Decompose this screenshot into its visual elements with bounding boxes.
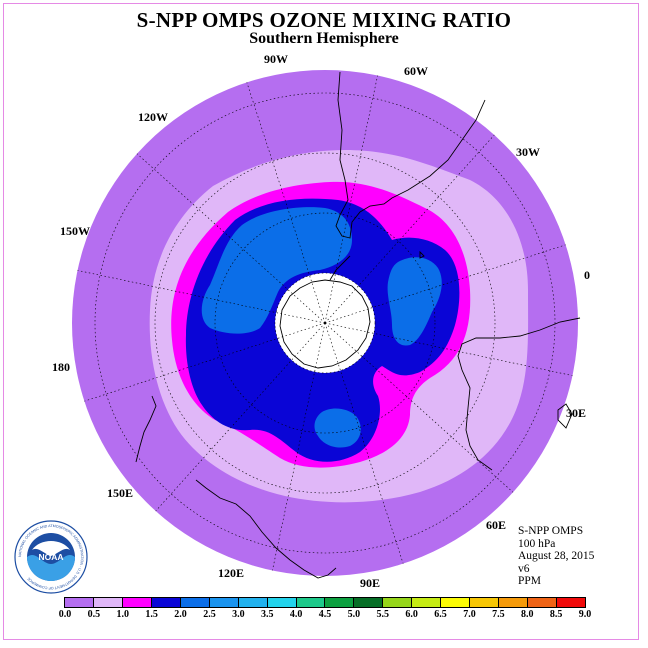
lon-label-0: 0 bbox=[584, 268, 590, 282]
info-date: August 28, 2015 bbox=[518, 550, 595, 562]
lon-label-30w: 30W bbox=[516, 145, 540, 159]
lon-label-120w: 120W bbox=[138, 110, 168, 124]
ozone-contour-2p0-west bbox=[201, 207, 352, 334]
colorbar-tick-label: 6.5 bbox=[434, 609, 447, 620]
colorbar-segment bbox=[441, 598, 471, 607]
colorbar-tick-label: 3.0 bbox=[232, 609, 245, 620]
colorbar-segment bbox=[354, 598, 384, 607]
ozone-contour-2p0-east bbox=[387, 257, 442, 346]
colorbar-segment bbox=[383, 598, 413, 607]
ozone-contour-2p0-south bbox=[314, 408, 361, 448]
colorbar-segment bbox=[122, 598, 152, 607]
colorbar-tick-label: 2.5 bbox=[203, 609, 216, 620]
info-level: 100 hPa bbox=[518, 537, 556, 550]
colorbar-tick-label: 4.5 bbox=[318, 609, 332, 620]
colorbar-tick-labels: 0.0 0.5 1.0 1.5 2.0 2.5 3.0 3.5 4.0 4.5 5.0 5.5 6.0 6… bbox=[59, 609, 592, 623]
colorbar-tick-label: 8.5 bbox=[549, 609, 563, 620]
graticule bbox=[94, 92, 556, 554]
lon-label-60e: 60E bbox=[486, 518, 507, 532]
colorbar-segment bbox=[296, 598, 326, 607]
coastlines bbox=[135, 71, 581, 579]
colorbar-segment bbox=[93, 598, 123, 607]
antarctica-coast bbox=[279, 279, 371, 369]
colorbar-segment bbox=[470, 598, 500, 607]
colorbar-segment bbox=[556, 598, 585, 607]
colorbar-tick-label: 9.0 bbox=[578, 609, 592, 620]
lon-label-90w: 90W bbox=[264, 52, 288, 66]
colorbar-tick-label: 7.0 bbox=[463, 609, 476, 620]
africa-coast bbox=[457, 317, 581, 471]
info-block: S-NPP OMPS 100 hPa August 28, 2015 v6 PP… bbox=[518, 525, 594, 588]
page-title: S-NPP OMPS OZONE MIXING RATIO bbox=[136, 8, 512, 32]
colorbar-tick-label: 5.0 bbox=[347, 609, 361, 620]
info-version: v6 bbox=[518, 562, 530, 575]
australia-coast bbox=[195, 479, 337, 579]
colorbar-segment bbox=[65, 598, 94, 607]
colorbar-tick-label: 1.0 bbox=[116, 609, 130, 620]
colorbar-tick-label: 2.0 bbox=[174, 609, 187, 620]
lon-label-180: 180 bbox=[52, 360, 70, 374]
madagascar-coast bbox=[557, 403, 573, 429]
lon-label-30e: 30E bbox=[566, 406, 587, 420]
lon-label-150e: 150E bbox=[107, 486, 134, 500]
page-subtitle: Southern Hemisphere bbox=[249, 30, 399, 47]
figure-border bbox=[3, 3, 639, 640]
lon-label-120e: 120E bbox=[218, 566, 245, 580]
colorbar-segment bbox=[325, 598, 355, 607]
colorbar-tick-label: 5.5 bbox=[376, 609, 390, 620]
colorbar-tick-label: 8.0 bbox=[520, 609, 534, 620]
colorbar-segment bbox=[412, 598, 442, 607]
colorbar-segment bbox=[209, 598, 239, 607]
info-units: PPM bbox=[518, 575, 542, 587]
noaa-logo-text: NOAA bbox=[38, 552, 63, 562]
colorbar-segment bbox=[151, 598, 181, 607]
new-zealand-coast bbox=[135, 395, 157, 463]
colorbar-tick-label: 0.0 bbox=[58, 609, 72, 620]
colorbar-tick-label: 7.5 bbox=[492, 609, 505, 620]
colorbar bbox=[64, 597, 586, 608]
noaa-logo: NOAA NATIONAL OCEANIC AND ATMOSPHERIC AD… bbox=[14, 520, 88, 594]
colorbar-tick-label: 6.0 bbox=[405, 609, 418, 620]
colorbar-tick-label: 1.5 bbox=[145, 609, 158, 620]
antarctic-peninsula bbox=[329, 255, 351, 281]
colorbar-tick-label: 4.0 bbox=[289, 609, 303, 620]
colorbar-segment bbox=[238, 598, 268, 607]
colorbar-segment bbox=[528, 598, 557, 607]
south-georgia bbox=[419, 250, 425, 259]
lon-label-60w: 60W bbox=[404, 64, 428, 78]
colorbar-segment bbox=[499, 598, 528, 607]
lon-label-150w: 150W bbox=[60, 224, 90, 238]
colorbar-segment bbox=[267, 598, 297, 607]
info-instrument: S-NPP OMPS bbox=[518, 525, 584, 537]
colorbar-tick-label: 3.5 bbox=[260, 609, 274, 620]
lon-label-90e: 90E bbox=[360, 576, 381, 590]
south-america-coast bbox=[335, 71, 486, 239]
colorbar-segment bbox=[180, 598, 210, 607]
colorbar-tick-label: 0.5 bbox=[87, 609, 101, 620]
